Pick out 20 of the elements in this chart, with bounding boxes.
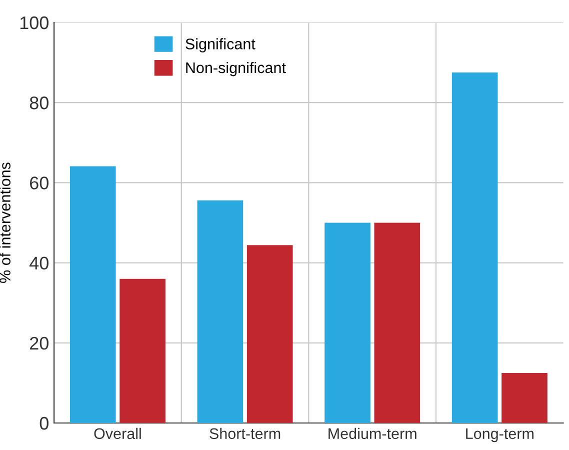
y-tick-label: 80 [30, 96, 48, 110]
bar [452, 72, 498, 423]
x-tick-label: Long-term [466, 428, 534, 442]
legend-label: Significant [186, 38, 256, 52]
y-tick-label: 40 [30, 256, 48, 270]
y-tick-label: 60 [30, 176, 48, 190]
bar [120, 278, 166, 423]
bar [502, 372, 548, 423]
bar [324, 222, 370, 423]
bar [246, 245, 293, 423]
y-tick-label: 100 [20, 16, 48, 30]
x-tick-label: Short-term [210, 428, 280, 440]
legend-label: Non-significant [186, 62, 286, 76]
bar [374, 222, 420, 423]
bar [70, 166, 116, 423]
y-tick-label: 20 [30, 336, 48, 350]
y-tick-label: 0 [40, 416, 48, 430]
x-tick-label: Overall [94, 428, 141, 440]
x-tick-label: Medium-term [328, 428, 416, 440]
bar [197, 200, 244, 423]
